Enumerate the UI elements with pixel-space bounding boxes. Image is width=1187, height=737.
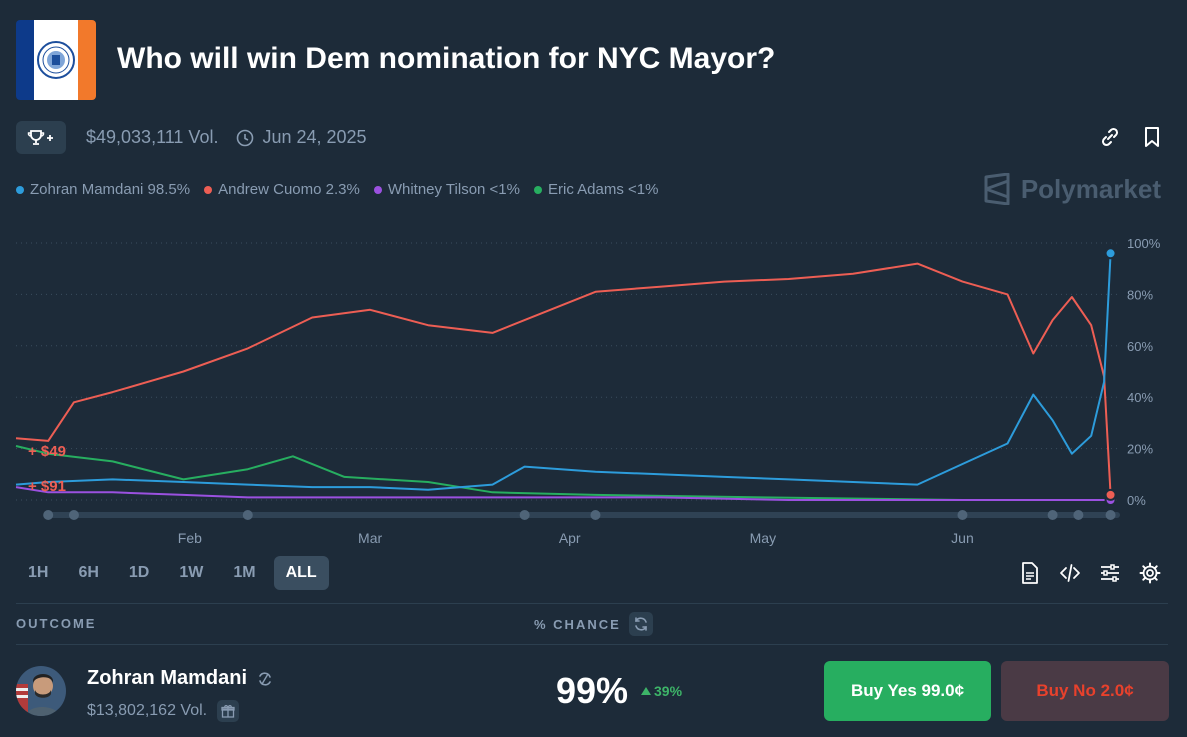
divider: [16, 644, 1168, 645]
x-tick-label: Mar: [358, 530, 382, 546]
legend-item-cuomo: Andrew Cuomo 2.3%: [204, 181, 360, 198]
candidate-avatar: [16, 666, 66, 716]
y-tick-label: 40%: [1127, 390, 1153, 405]
y-tick-label: 100%: [1127, 236, 1161, 251]
y-tick-label: 60%: [1127, 339, 1153, 354]
bookmark-icon: [1145, 127, 1159, 147]
range-1w-button[interactable]: 1W: [179, 564, 204, 581]
series-line-andrew-cuomo: [15, 262, 1112, 495]
trade-annotation: + $49: [28, 443, 66, 460]
scrubber-dot: [242, 510, 253, 520]
range-1h-button[interactable]: 1H: [28, 564, 49, 581]
legend-item-tilson: Whitney Tilson <1%: [373, 181, 520, 198]
y-tick-label: 20%: [1127, 442, 1153, 457]
polymarket-watermark: Polymarket: [983, 173, 1161, 205]
legend-item-mamdani: Zohran Mamdani 98.5%: [16, 181, 190, 198]
scrubber-dot: [1105, 510, 1116, 520]
chart-filters-button[interactable]: [1099, 562, 1121, 584]
y-tick-label: 0%: [1127, 493, 1146, 508]
page-title: Who will win Dem nomination for NYC Mayo…: [117, 42, 776, 75]
scrubber-dot: [68, 510, 79, 520]
buy-no-button[interactable]: Buy No 2.0¢: [1001, 661, 1169, 721]
x-tick-label: Jun: [951, 530, 974, 546]
rewards-icon[interactable]: [257, 671, 273, 687]
legend-label: Whitney Tilson <1%: [387, 181, 520, 198]
series-line-zohran-mamdani: [15, 253, 1112, 491]
legend-label: Zohran Mamdani 98.5%: [30, 181, 191, 198]
chance-change-value: 39%: [654, 683, 683, 699]
chance-column-header: % CHANCE: [534, 612, 653, 636]
polymarket-logo-icon: [984, 173, 1010, 205]
bookmark-button[interactable]: [1141, 126, 1163, 148]
candidate-name: Zohran Mamdani: [87, 667, 248, 689]
scrubber-dot: [590, 510, 601, 520]
divider: [16, 603, 1168, 604]
series-end-point: [1104, 247, 1117, 260]
document-icon: [1022, 562, 1038, 584]
y-tick-label: 80%: [1127, 287, 1153, 302]
range-all-button[interactable]: ALL: [273, 556, 329, 590]
market-volume: $49,033,111 Vol.: [86, 127, 219, 147]
chance-header-label: % CHANCE: [534, 616, 621, 632]
outcome-chance: 99%: [556, 670, 629, 711]
scrubber-dot: [519, 510, 530, 520]
nyc-seal-icon: [37, 41, 75, 79]
scrubber-dot: [957, 510, 968, 520]
trade-annotation: + $91: [28, 478, 66, 495]
avatar-photo-icon: [16, 666, 66, 716]
chance-change: 39%: [641, 683, 682, 699]
time-range-selector: 1H 6H 1D 1W 1M ALL: [16, 556, 329, 590]
refresh-button[interactable]: [628, 612, 653, 636]
link-icon: [1101, 127, 1119, 147]
legend-label: Eric Adams <1%: [548, 181, 659, 198]
legend-dot: [534, 185, 542, 194]
trophy-plus-button[interactable]: [16, 121, 66, 154]
range-6h-button[interactable]: 6H: [78, 564, 99, 581]
brand-name: Polymarket: [1020, 173, 1161, 204]
copy-link-button[interactable]: [1099, 126, 1121, 148]
legend-dot: [373, 185, 382, 194]
gift-icon: [221, 704, 235, 718]
market-end-date: Jun 24, 2025: [236, 127, 367, 148]
embed-button[interactable]: [1059, 562, 1081, 584]
range-1m-button[interactable]: 1M: [233, 564, 256, 581]
range-1d-button[interactable]: 1D: [128, 564, 150, 581]
legend-dot: [204, 185, 213, 194]
clock-icon: [237, 129, 254, 146]
triangle-up-icon: [641, 687, 651, 695]
x-tick-label: Apr: [559, 530, 581, 546]
x-tick-label: May: [750, 530, 776, 546]
scrubber-dot: [1047, 510, 1058, 520]
trophy-plus-icon: [27, 129, 53, 145]
market-logo: [16, 20, 96, 100]
sliders-icon: [1101, 564, 1119, 582]
gear-icon: [1139, 562, 1161, 584]
x-tick-label: Feb: [178, 530, 202, 546]
legend-dot: [16, 185, 24, 194]
buy-yes-button[interactable]: Buy Yes 99.0¢: [824, 661, 991, 721]
candidate-name-row: Zohran Mamdani: [87, 667, 273, 690]
outcome-column-header: OUTCOME: [16, 616, 97, 631]
chart-settings-button[interactable]: [1139, 562, 1161, 584]
gift-button[interactable]: [217, 700, 240, 722]
rules-button[interactable]: [1019, 562, 1041, 584]
legend-label: Andrew Cuomo 2.3%: [218, 181, 360, 198]
legend-item-adams: Eric Adams <1%: [534, 181, 658, 198]
candidate-volume-row: $13,802,162 Vol.: [87, 700, 240, 722]
chart-legend: Zohran Mamdani 98.5% Andrew Cuomo 2.3% W…: [16, 181, 658, 198]
series-line-whitney-tilson: [15, 486, 1111, 501]
refresh-icon: [634, 617, 647, 631]
end-date-text: Jun 24, 2025: [262, 127, 367, 147]
scrubber-dot: [43, 510, 54, 520]
series-line-eric-adams: [15, 445, 1111, 501]
scrubber-dot: [1073, 510, 1084, 520]
code-icon: [1060, 564, 1080, 582]
market-meta: $49,033,111 Vol. Jun 24, 2025: [16, 121, 367, 154]
candidate-volume: $13,802,162 Vol.: [87, 702, 208, 719]
price-history-chart[interactable]: 100% 80% 60% 40% 20% 0% Feb Mar Apr May Jun + $49 + …: [0, 225, 1187, 555]
series-end-point: [1104, 488, 1117, 501]
